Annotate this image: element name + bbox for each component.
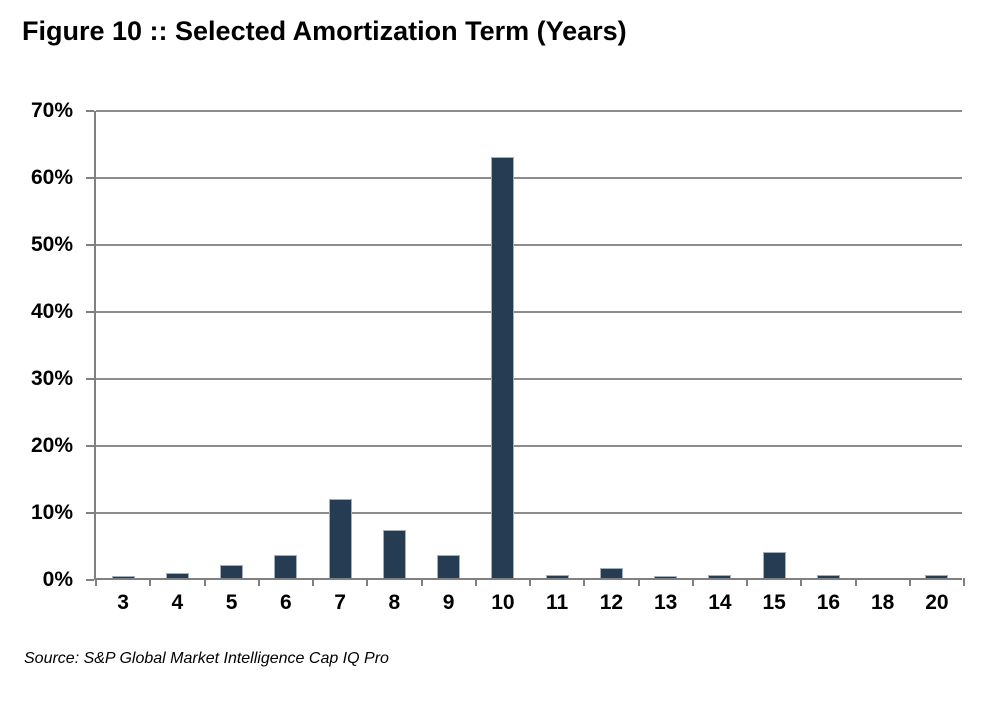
gridline-60pct xyxy=(96,177,962,179)
y-axis-label-60: 60% xyxy=(30,166,73,189)
bar-term-8 xyxy=(382,529,406,578)
bar-term-16 xyxy=(816,575,840,578)
x-axis-tick xyxy=(257,578,260,586)
y-axis-label-10: 10% xyxy=(30,501,73,524)
bar-term-10 xyxy=(491,157,515,578)
x-axis-label-5: 5 xyxy=(225,591,238,614)
y-axis-tick xyxy=(86,244,94,246)
x-axis-tick xyxy=(474,578,477,586)
y-axis-label-0: 0% xyxy=(42,568,73,591)
gridline-30pct xyxy=(96,378,962,380)
x-axis-tick xyxy=(800,578,803,586)
x-axis-tick xyxy=(95,578,97,586)
x-axis-tick xyxy=(746,578,748,586)
x-axis-label-3: 3 xyxy=(117,591,129,614)
y-axis-tick xyxy=(86,445,94,447)
y-axis-tick xyxy=(86,512,94,514)
gridline-50pct xyxy=(96,244,962,246)
x-axis-label-12: 12 xyxy=(599,591,624,614)
x-axis-tick xyxy=(149,578,152,586)
x-axis-label-13: 13 xyxy=(653,591,678,614)
x-axis-label-15: 15 xyxy=(762,591,786,614)
x-axis-label-6: 6 xyxy=(280,591,292,614)
x-axis-tick xyxy=(963,578,965,586)
y-axis-label-40: 40% xyxy=(30,300,73,323)
gridline-10pct xyxy=(96,512,962,514)
bar-term-4 xyxy=(165,573,189,578)
x-axis-label-16: 16 xyxy=(816,591,841,614)
y-axis-tick xyxy=(86,311,94,313)
y-axis-label-70: 70% xyxy=(30,99,73,122)
bar-term-12 xyxy=(599,567,623,578)
bar-term-11 xyxy=(545,575,569,578)
bar-term-5 xyxy=(220,564,244,578)
bar-chart-plot-area: 0% 10% 20% 30% 40% 50% 60% 70% 3 4 5 6 7 8 9 10 11 12 13 14… xyxy=(31,100,965,614)
x-axis-label-11: 11 xyxy=(546,591,569,614)
figure-title: Figure 10 :: Selected Amortization Term … xyxy=(22,16,627,46)
bar-term-15 xyxy=(762,551,786,578)
gridline-40pct xyxy=(96,311,962,313)
source-note: Source: S&P Global Market Intelligence C… xyxy=(24,650,389,667)
x-axis-tick xyxy=(908,578,911,586)
x-axis-label-8: 8 xyxy=(388,591,401,614)
y-axis-tick xyxy=(86,177,94,179)
y-axis-tick xyxy=(86,378,94,380)
bar-term-9 xyxy=(437,554,461,578)
gridline-70pct xyxy=(96,110,962,112)
bar-term-3 xyxy=(111,576,135,578)
x-axis-label-14: 14 xyxy=(708,591,732,614)
x-axis-tick xyxy=(203,578,206,586)
gridline-20pct xyxy=(96,445,962,447)
x-axis-tick xyxy=(583,578,586,586)
y-axis-label-50: 50% xyxy=(30,233,73,256)
bar-term-14 xyxy=(708,574,732,578)
x-axis-label-9: 9 xyxy=(442,591,455,614)
x-axis-tick xyxy=(312,578,314,586)
bar-term-6 xyxy=(274,555,298,578)
x-axis-tick xyxy=(637,578,640,586)
x-axis-tick xyxy=(691,578,694,586)
bar-term-7 xyxy=(328,498,352,578)
x-axis-label-20: 20 xyxy=(925,591,949,614)
y-axis-tick xyxy=(86,579,94,581)
y-axis-label-30: 30% xyxy=(30,367,73,390)
x-axis-label-4: 4 xyxy=(171,591,184,614)
bar-term-13 xyxy=(654,576,678,578)
y-axis-label-20: 20% xyxy=(30,434,73,457)
x-axis-label-18: 18 xyxy=(870,591,895,614)
x-axis-tick xyxy=(529,578,531,586)
x-axis-label-7: 7 xyxy=(334,591,346,614)
x-axis-tick xyxy=(366,578,369,586)
x-axis-tick xyxy=(420,578,423,586)
x-axis-tick xyxy=(854,578,857,586)
y-axis-tick xyxy=(86,110,94,112)
x-axis-label-10: 10 xyxy=(491,591,515,614)
bar-term-20 xyxy=(925,574,949,578)
